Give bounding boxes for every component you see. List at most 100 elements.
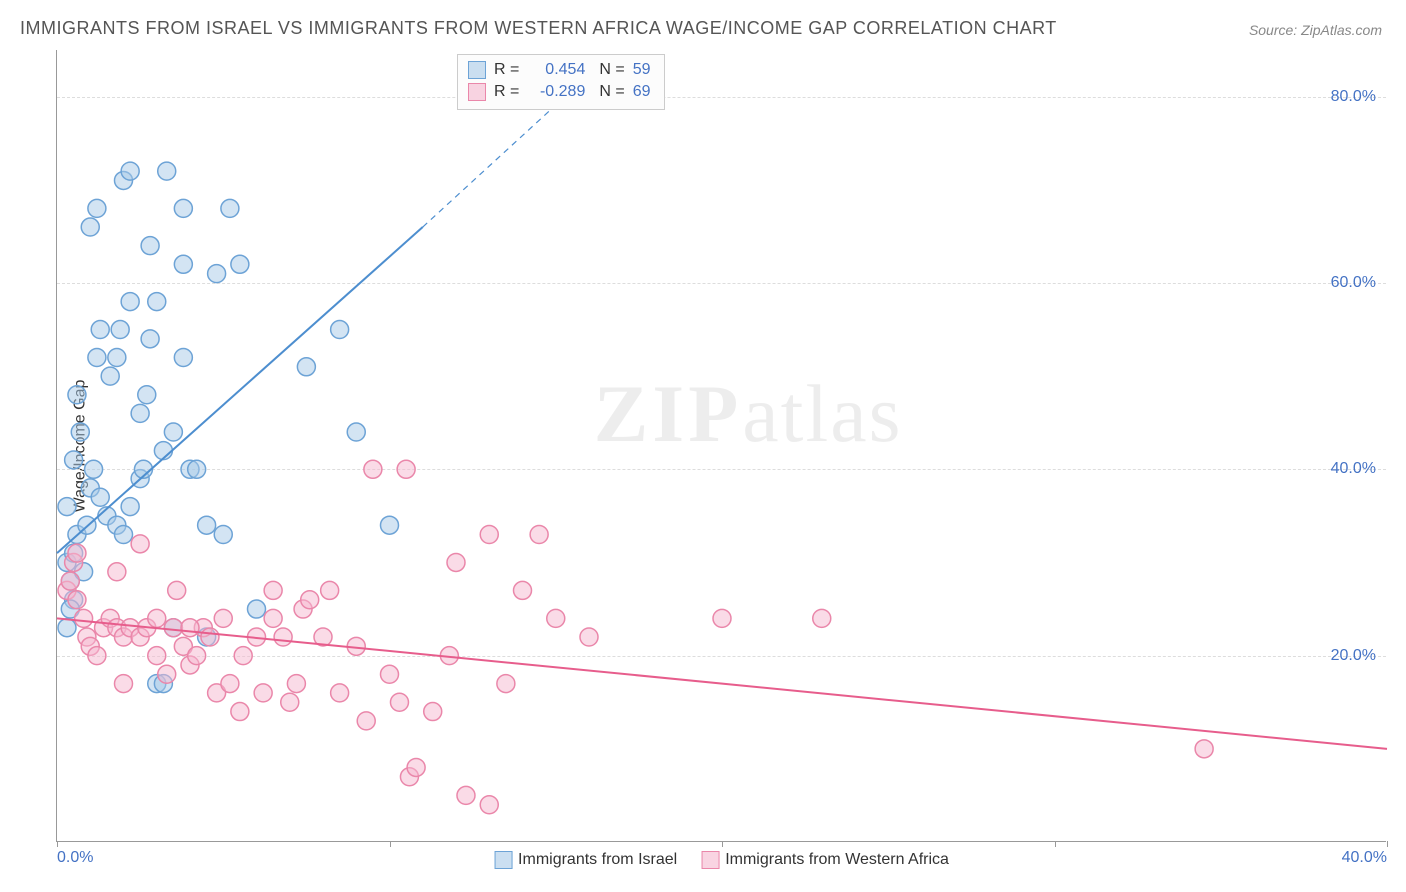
scatter-point-western_africa: [88, 647, 106, 665]
scatter-point-israel: [174, 255, 192, 273]
scatter-point-western_africa: [231, 703, 249, 721]
r-value: -0.289: [527, 83, 585, 101]
x-tick-label: 0.0%: [57, 849, 93, 867]
scatter-point-israel: [248, 600, 266, 618]
scatter-point-western_africa: [68, 544, 86, 562]
scatter-point-israel: [111, 321, 129, 339]
scatter-point-western_africa: [364, 460, 382, 478]
scatter-point-israel: [91, 321, 109, 339]
scatter-point-western_africa: [1195, 740, 1213, 758]
scatter-point-western_africa: [480, 796, 498, 814]
scatter-point-western_africa: [75, 609, 93, 627]
scatter-point-israel: [188, 460, 206, 478]
scatter-point-israel: [58, 619, 76, 637]
scatter-point-western_africa: [274, 628, 292, 646]
chart-title: IMMIGRANTS FROM ISRAEL VS IMMIGRANTS FRO…: [20, 18, 1057, 39]
legend-item-israel: Immigrants from Israel: [494, 851, 677, 869]
scatter-point-western_africa: [514, 581, 532, 599]
scatter-point-western_africa: [357, 712, 375, 730]
scatter-point-israel: [174, 199, 192, 217]
scatter-point-western_africa: [407, 758, 425, 776]
scatter-point-israel: [88, 348, 106, 366]
scatter-point-western_africa: [108, 563, 126, 581]
scatter-point-western_africa: [201, 628, 219, 646]
scatter-point-israel: [121, 162, 139, 180]
legend-label: Immigrants from Western Africa: [725, 851, 949, 869]
trendline-western_africa: [57, 618, 1387, 748]
scatter-point-israel: [85, 460, 103, 478]
scatter-point-western_africa: [390, 693, 408, 711]
trendline-israel: [57, 227, 423, 553]
scatter-point-western_africa: [301, 591, 319, 609]
scatter-point-israel: [148, 293, 166, 311]
swatch-israel: [468, 61, 486, 79]
scatter-point-western_africa: [381, 665, 399, 683]
scatter-point-western_africa: [234, 647, 252, 665]
scatter-point-israel: [347, 423, 365, 441]
n-label: N =: [599, 83, 624, 101]
scatter-point-israel: [158, 162, 176, 180]
source-attribution: Source: ZipAtlas.com: [1249, 22, 1382, 38]
scatter-point-israel: [198, 516, 216, 534]
scatter-point-western_africa: [480, 526, 498, 544]
n-label: N =: [599, 61, 624, 79]
scatter-point-israel: [121, 498, 139, 516]
scatter-point-israel: [91, 488, 109, 506]
scatter-point-western_africa: [131, 535, 149, 553]
scatter-point-western_africa: [264, 609, 282, 627]
scatter-point-israel: [68, 386, 86, 404]
correlation-stats-box: R =0.454N =59R =-0.289N =69: [457, 54, 665, 110]
scatter-point-western_africa: [264, 581, 282, 599]
scatter-point-western_africa: [331, 684, 349, 702]
scatter-point-western_africa: [530, 526, 548, 544]
legend-swatch-israel: [494, 851, 512, 869]
scatter-point-western_africa: [497, 675, 515, 693]
stats-row-western_africa: R = -0.289 N = 69: [468, 81, 650, 103]
legend-swatch-western_africa: [701, 851, 719, 869]
scatter-point-israel: [214, 526, 232, 544]
scatter-point-israel: [101, 367, 119, 385]
scatter-point-israel: [88, 199, 106, 217]
scatter-point-western_africa: [181, 619, 199, 637]
scatter-point-israel: [174, 348, 192, 366]
scatter-point-western_africa: [68, 591, 86, 609]
scatter-point-western_africa: [148, 647, 166, 665]
x-tick: [57, 841, 58, 847]
stats-row-israel: R =0.454N =59: [468, 59, 650, 81]
chart-svg: [57, 50, 1386, 841]
r-label: R =: [494, 61, 519, 79]
scatter-point-israel: [164, 423, 182, 441]
scatter-point-israel: [108, 348, 126, 366]
scatter-point-western_africa: [281, 693, 299, 711]
scatter-point-western_africa: [221, 675, 239, 693]
x-tick-label: 40.0%: [1342, 849, 1387, 867]
scatter-point-israel: [381, 516, 399, 534]
scatter-point-israel: [71, 423, 89, 441]
scatter-point-israel: [58, 498, 76, 516]
scatter-point-western_africa: [61, 572, 79, 590]
scatter-point-western_africa: [813, 609, 831, 627]
scatter-point-western_africa: [115, 675, 133, 693]
scatter-point-israel: [208, 265, 226, 283]
scatter-point-israel: [231, 255, 249, 273]
n-value: 69: [633, 83, 651, 101]
legend-item-western_africa: Immigrants from Western Africa: [701, 851, 949, 869]
scatter-point-israel: [141, 330, 159, 348]
scatter-point-western_africa: [168, 581, 186, 599]
scatter-point-israel: [221, 199, 239, 217]
legend-label: Immigrants from Israel: [518, 851, 677, 869]
scatter-point-western_africa: [397, 460, 415, 478]
x-tick: [722, 841, 723, 847]
scatter-point-israel: [141, 237, 159, 255]
scatter-point-western_africa: [424, 703, 442, 721]
x-tick: [1387, 841, 1388, 847]
r-label: R =: [494, 83, 519, 101]
x-tick: [1055, 841, 1056, 847]
scatter-point-western_africa: [164, 619, 182, 637]
swatch-western_africa: [468, 83, 486, 101]
scatter-point-israel: [138, 386, 156, 404]
scatter-point-israel: [131, 404, 149, 422]
scatter-point-western_africa: [457, 786, 475, 804]
n-value: 59: [633, 61, 651, 79]
scatter-point-western_africa: [214, 609, 232, 627]
